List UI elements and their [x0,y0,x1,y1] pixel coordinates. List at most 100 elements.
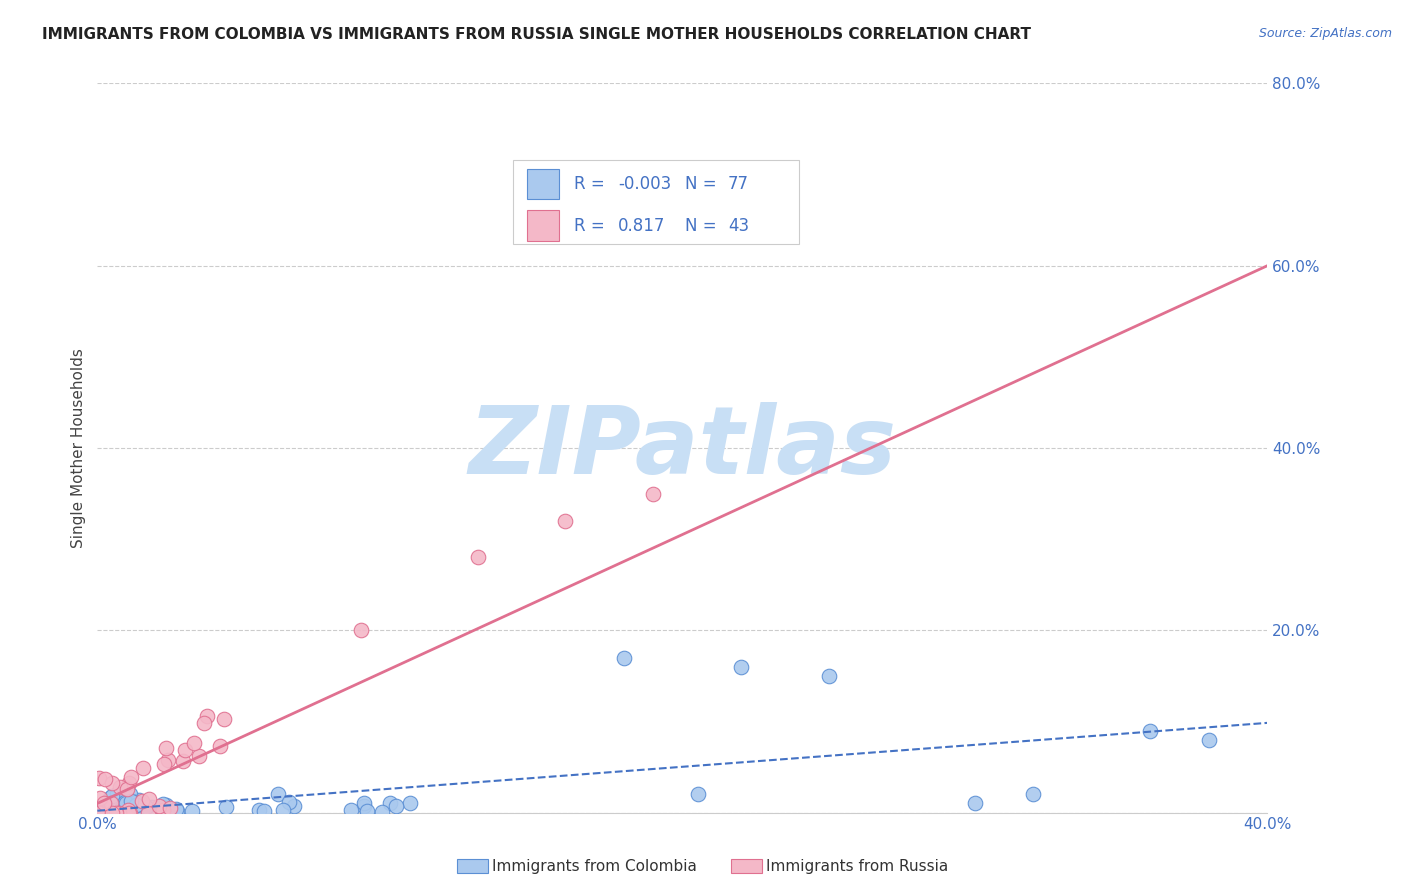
Point [174,743,197,757]
Text: N =: N = [685,175,721,193]
Text: R =: R = [574,217,610,235]
Point [98,791,121,805]
Point [148,798,170,813]
Point [115,781,138,796]
Point [87,772,110,786]
Point [152,803,174,817]
Point [87,805,110,820]
Point [159,801,181,815]
FancyBboxPatch shape [527,169,560,200]
Point [120,804,142,818]
Point [104,805,127,820]
Point [208,739,231,753]
Point [101,776,124,790]
Point [271,803,294,817]
Point [108,780,131,795]
Point [135,799,157,814]
Point [89,791,111,805]
Point [152,797,174,812]
Text: Source: ZipAtlas.com: Source: ZipAtlas.com [1258,27,1392,40]
Point [212,713,235,727]
Point [1022,787,1045,801]
Point [138,792,160,806]
Point [127,800,149,814]
Text: -0.003: -0.003 [619,175,671,193]
Point [120,794,142,808]
Point [378,796,401,810]
Point [215,800,238,814]
Point [277,795,299,809]
Point [283,799,305,814]
Point [153,757,176,772]
Point [110,802,132,816]
Point [103,804,125,818]
Point [96,803,118,817]
Point [100,796,122,810]
Point [89,805,111,820]
Point [193,716,215,731]
Point [108,805,131,820]
Point [105,804,128,818]
Text: Immigrants from Colombia: Immigrants from Colombia [492,859,697,873]
Point [118,805,141,820]
Point [105,802,128,816]
FancyBboxPatch shape [513,160,800,244]
Point [195,708,218,723]
Text: IMMIGRANTS FROM COLOMBIA VS IMMIGRANTS FROM RUSSIA SINGLE MOTHER HOUSEHOLDS CORR: IMMIGRANTS FROM COLOMBIA VS IMMIGRANTS F… [42,27,1031,42]
Point [97,800,120,814]
Point [121,801,143,815]
Point [554,514,576,528]
Point [103,799,125,814]
Point [131,804,153,818]
Point [138,805,160,820]
Point [120,799,142,814]
FancyBboxPatch shape [527,211,560,241]
Point [141,800,163,814]
Point [125,797,148,812]
Point [247,803,270,817]
Point [155,797,177,812]
Point [128,793,150,807]
Point [100,789,122,804]
Point [353,799,375,814]
Point [125,795,148,809]
Y-axis label: Single Mother Households: Single Mother Households [72,348,86,548]
Text: R =: R = [574,175,610,193]
Point [93,801,115,815]
Point [115,796,138,810]
Point [759,213,782,227]
Point [399,796,422,810]
Point [180,804,202,818]
Point [467,550,489,565]
Point [643,486,665,500]
Point [385,798,408,813]
Point [115,804,138,818]
Point [93,798,115,813]
Point [153,805,176,819]
Point [105,788,128,802]
Point [93,772,115,786]
Point [105,804,128,818]
Point [100,805,122,819]
Point [155,741,177,756]
Point [118,805,141,820]
Point [124,798,146,813]
Point [131,794,153,808]
Point [253,805,276,819]
Point [187,748,209,763]
Point [152,803,174,817]
Point [152,800,174,814]
Point [124,798,146,813]
Point [356,805,378,819]
Point [111,803,134,817]
Point [120,787,142,801]
Point [87,805,110,820]
Point [118,776,141,790]
Point [183,736,205,750]
Point [267,787,290,801]
Point [963,797,986,811]
Point [1198,732,1220,747]
Point [120,770,142,784]
Point [103,802,125,816]
Point [817,669,839,683]
